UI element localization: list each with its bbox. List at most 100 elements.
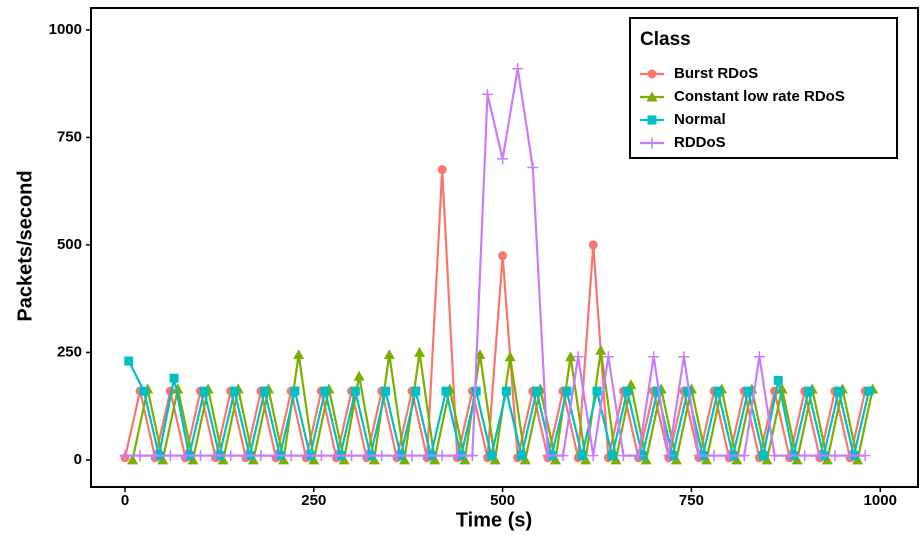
plot-frame [90, 7, 919, 488]
point [127, 454, 139, 465]
point [504, 351, 516, 362]
legend-label: Constant low rate RDoS [674, 88, 845, 105]
point [482, 88, 494, 100]
point [285, 450, 297, 462]
point [607, 451, 617, 461]
y-tick-label: 1000 [49, 21, 82, 38]
point [381, 386, 391, 396]
point [859, 450, 871, 462]
point [743, 386, 753, 396]
point [406, 450, 418, 462]
point [587, 450, 599, 462]
y-tick-label: 500 [57, 236, 82, 253]
point [572, 351, 584, 363]
point [708, 450, 720, 462]
legend-label: RDDoS [674, 134, 726, 151]
point [293, 349, 305, 360]
y-tick-label: 250 [57, 343, 82, 360]
x-tick-label: 750 [679, 492, 704, 509]
point [784, 450, 796, 462]
point [565, 351, 577, 362]
point [320, 386, 330, 396]
point [414, 346, 426, 357]
legend-marker [647, 69, 657, 79]
legend-marker [646, 137, 658, 149]
point [527, 162, 539, 174]
point [683, 386, 693, 396]
x-tick-label: 0 [121, 492, 129, 509]
point [134, 450, 146, 462]
point [210, 450, 222, 462]
point [119, 450, 131, 462]
point [652, 386, 662, 396]
point [769, 450, 781, 462]
point [663, 450, 675, 462]
point [595, 344, 607, 355]
point [542, 450, 554, 462]
legend-marker [647, 115, 657, 125]
point [562, 386, 572, 396]
point [501, 386, 511, 396]
point [179, 450, 191, 462]
point [300, 450, 312, 462]
point [361, 450, 373, 462]
point [713, 386, 723, 396]
point [383, 349, 395, 360]
point [376, 450, 388, 462]
point [498, 251, 508, 261]
point [773, 375, 783, 385]
point [516, 451, 526, 461]
point [255, 450, 267, 462]
point [633, 450, 645, 462]
point [353, 370, 365, 381]
point [229, 386, 239, 396]
point [738, 450, 750, 462]
point [270, 450, 282, 462]
legend-marker [646, 91, 658, 102]
point [497, 153, 509, 165]
point [124, 356, 134, 366]
point [753, 351, 765, 363]
point [592, 386, 602, 396]
point [437, 165, 447, 175]
point [172, 383, 184, 394]
point [315, 450, 327, 462]
series-line [127, 360, 870, 456]
point [617, 450, 629, 462]
point [139, 386, 149, 396]
legend-title: Class [640, 29, 691, 50]
point [588, 240, 598, 250]
y-tick-label: 750 [57, 128, 82, 145]
point [199, 386, 209, 396]
point [436, 450, 448, 462]
point [829, 450, 841, 462]
point [451, 450, 463, 462]
point [260, 386, 270, 396]
point [290, 386, 300, 396]
point [602, 351, 614, 363]
point [512, 63, 524, 75]
point [814, 450, 826, 462]
point [240, 450, 252, 462]
point [557, 450, 569, 462]
point [693, 450, 705, 462]
legend-label: Normal [674, 111, 726, 128]
point [391, 450, 403, 462]
x-tick-label: 250 [301, 492, 326, 509]
point [622, 386, 632, 396]
point [803, 386, 813, 396]
point [441, 386, 451, 396]
x-axis-label: Time (s) [456, 509, 532, 531]
point [834, 386, 844, 396]
point [350, 386, 360, 396]
point [466, 450, 478, 462]
point [225, 450, 237, 462]
point [678, 351, 690, 363]
x-tick-label: 500 [490, 492, 515, 509]
point [799, 450, 811, 462]
point [195, 450, 207, 462]
point [723, 450, 735, 462]
point [346, 450, 358, 462]
y-tick-label: 0 [74, 451, 82, 468]
